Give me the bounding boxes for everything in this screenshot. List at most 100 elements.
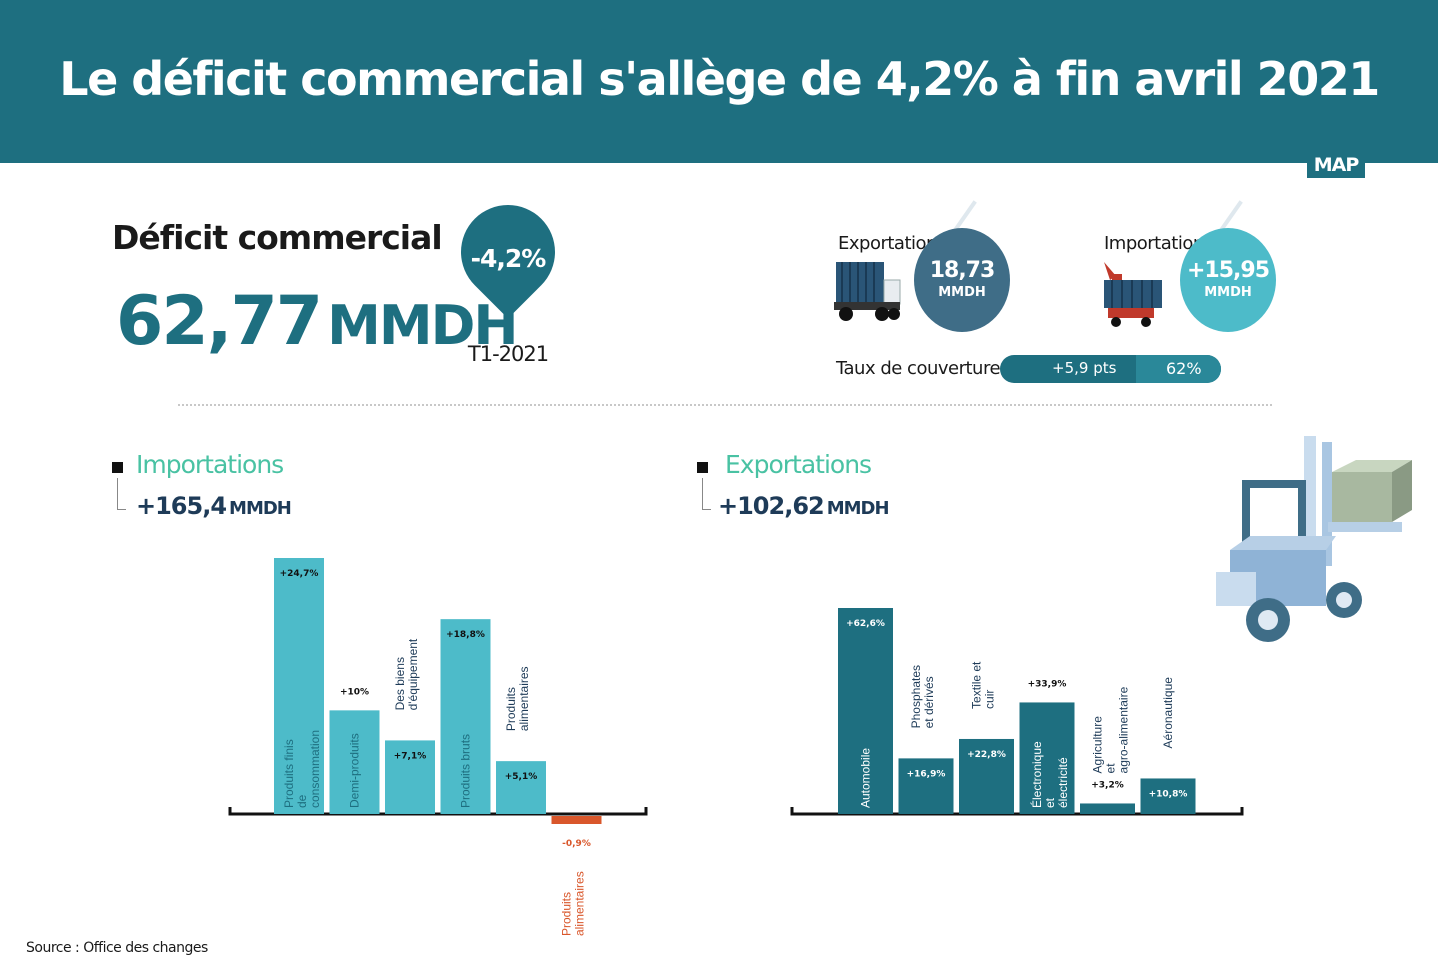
exports-bubble: 18,73 MMDH (914, 228, 1010, 332)
deficit-number: 62,77 (116, 282, 323, 361)
category-label-line: Des biens (393, 657, 407, 710)
bar-2 (898, 758, 954, 814)
exports-summary-label: Exportations (838, 233, 946, 254)
category-label-line: Agriculture (1091, 716, 1105, 774)
bar-value-label: +18,8% (446, 630, 485, 640)
category-label: Électronique et électricité (1029, 741, 1070, 808)
bar-6 (551, 816, 602, 824)
section-divider (178, 404, 1272, 406)
deficit-change: -4,2% (470, 244, 547, 273)
imports-summary-label: Importations (1104, 233, 1213, 254)
exports-connector (702, 478, 711, 510)
category-label-line: Produits (560, 892, 574, 936)
bar-3 (385, 740, 435, 814)
map-logo: MAP (1307, 152, 1365, 178)
category-label-line: Électronique (1029, 741, 1044, 808)
category-label-line: et dérivés (922, 676, 936, 728)
deficit-value: 62,77 MMDH (116, 282, 519, 361)
exports-total-value: +102,62 (718, 492, 825, 520)
exports-total: +102,62 MMDH (718, 492, 890, 520)
bar-3 (959, 738, 1014, 814)
header-banner: Le déficit commercial s'allège de 4,2% à… (0, 0, 1438, 163)
imports-chart: +24,7% Produits finis de consommation +10% De… (228, 558, 648, 936)
category-label: Des biens d'équipement (393, 638, 420, 710)
category-label: Demi-produits (348, 733, 362, 808)
bar-5 (496, 761, 546, 814)
bar-value-label: +62,6% (846, 619, 885, 629)
bar-value-label: +33,9% (1028, 679, 1067, 689)
bar-value-label: +3,2% (1091, 780, 1124, 790)
imports-total-unit: MMDH (229, 498, 292, 519)
imports-total: +165,4 MMDH (136, 492, 292, 520)
bar-value-label: +10,8% (1149, 789, 1188, 799)
bar-value-label: -0,9% (562, 839, 591, 849)
truck-export-icon (834, 262, 901, 321)
category-label-line: Textile et (970, 661, 984, 709)
bar-value-label: +22,8% (967, 750, 1006, 760)
bar-value-label: +5,1% (505, 772, 538, 782)
coverage-label: Taux de couverture: (836, 358, 1006, 379)
exports-chart: +62,6% Automobile +16,9% Phosphates et dériv… (790, 608, 1244, 816)
category-label: Aéronautique (1161, 677, 1175, 749)
category-label: Textile et cuir (970, 661, 997, 709)
bar-1 (838, 608, 893, 814)
category-label-line: Automobile (859, 748, 873, 808)
category-label-line: d'équipement (406, 638, 420, 710)
exports-unit: MMDH (938, 285, 986, 300)
coverage-points: +5,9 pts (1052, 359, 1117, 377)
category-label-line: Phosphates (909, 665, 923, 728)
category-label-line: Demi-produits (348, 733, 362, 808)
bar-value-label: +24,7% (280, 569, 319, 579)
bar-1 (274, 558, 324, 814)
coverage-rate: 62% (1166, 359, 1202, 378)
category-label-line: électricité (1056, 757, 1070, 808)
imports-total-value: +165,4 (136, 492, 227, 520)
bar-4 (1019, 702, 1075, 814)
forklift-icon (1216, 436, 1412, 642)
x-axis-line (228, 807, 648, 816)
deficit-label: Déficit commercial (112, 218, 443, 257)
bar-value-label: +10% (340, 687, 369, 697)
truck-import-icon (1104, 262, 1162, 327)
imports-value: +15,95 (1186, 258, 1270, 283)
category-label-line: et (1104, 763, 1118, 774)
source-note: Source : Office des changes (26, 940, 208, 956)
category-label-line: Aéronautique (1161, 677, 1175, 749)
exports-total-unit: MMDH (826, 498, 890, 519)
category-label-line: et (1043, 797, 1057, 808)
category-label: Automobile (859, 748, 873, 808)
category-label-line: consommation (308, 730, 322, 808)
category-label: Produits alimentaires (560, 871, 587, 936)
imports-bullet (112, 462, 123, 473)
category-label: Phosphates et dérivés (909, 665, 936, 728)
category-label-line: Produits bruts (459, 734, 473, 808)
deficit-unit: MMDH (327, 294, 518, 357)
bar-value-label: +7,1% (394, 751, 427, 761)
coverage-bar-segment (1136, 355, 1221, 383)
category-label-line: agro-alimentaire (1117, 686, 1131, 773)
exports-value: 18,73 (929, 258, 996, 283)
bar-2 (329, 710, 380, 814)
page-title: Le déficit commercial s'allège de 4,2% à… (59, 52, 1380, 106)
bar-4 (440, 619, 491, 814)
deficit-period: T1-2021 (467, 342, 549, 366)
imports-connector (117, 478, 126, 510)
category-label: Agriculture et agro-alimentaire (1091, 686, 1131, 773)
category-label-line: cuir (983, 690, 997, 709)
category-label: Produits alimentaires (504, 666, 531, 731)
x-axis-line (790, 807, 1244, 816)
category-label-line: Produits (504, 687, 518, 731)
imports-section-title: Importations (136, 450, 284, 479)
category-label: Produits bruts (459, 734, 473, 808)
category-label-line: de (295, 794, 309, 808)
category-label-line: alimentaires (517, 666, 531, 731)
imports-bubble: +15,95 MMDH (1180, 228, 1276, 332)
imports-unit: MMDH (1204, 285, 1252, 300)
category-label-line: alimentaires (573, 871, 587, 936)
bar-6 (1140, 778, 1196, 814)
category-label: Produits finis de consommation (282, 730, 322, 808)
exports-section-title: Exportations (725, 450, 872, 479)
bar-5 (1080, 803, 1135, 814)
category-label-line: Produits finis (282, 739, 296, 808)
coverage-bar: +5,9 pts 62% (1000, 355, 1221, 383)
